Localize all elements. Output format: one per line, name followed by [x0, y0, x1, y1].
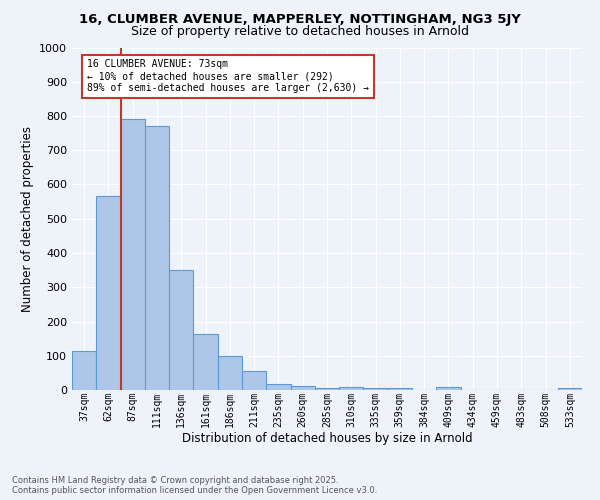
Text: Size of property relative to detached houses in Arnold: Size of property relative to detached ho…: [131, 25, 469, 38]
Bar: [169, 270, 193, 390]
Bar: [315, 388, 339, 390]
Bar: [242, 371, 266, 390]
Bar: [193, 334, 218, 390]
Bar: [72, 350, 96, 390]
Bar: [121, 120, 145, 390]
Text: Contains HM Land Registry data © Crown copyright and database right 2025.: Contains HM Land Registry data © Crown c…: [12, 476, 338, 485]
Bar: [96, 196, 121, 390]
Bar: [218, 356, 242, 390]
Bar: [145, 126, 169, 390]
Bar: [266, 384, 290, 390]
Bar: [558, 388, 582, 390]
Bar: [436, 388, 461, 390]
Bar: [290, 386, 315, 390]
X-axis label: Distribution of detached houses by size in Arnold: Distribution of detached houses by size …: [182, 432, 472, 445]
Bar: [364, 388, 388, 390]
Y-axis label: Number of detached properties: Number of detached properties: [20, 126, 34, 312]
Text: 16, CLUMBER AVENUE, MAPPERLEY, NOTTINGHAM, NG3 5JY: 16, CLUMBER AVENUE, MAPPERLEY, NOTTINGHA…: [79, 12, 521, 26]
Bar: [388, 388, 412, 390]
Text: Contains public sector information licensed under the Open Government Licence v3: Contains public sector information licen…: [12, 486, 377, 495]
Bar: [339, 386, 364, 390]
Text: 16 CLUMBER AVENUE: 73sqm
← 10% of detached houses are smaller (292)
89% of semi-: 16 CLUMBER AVENUE: 73sqm ← 10% of detach…: [88, 60, 370, 92]
